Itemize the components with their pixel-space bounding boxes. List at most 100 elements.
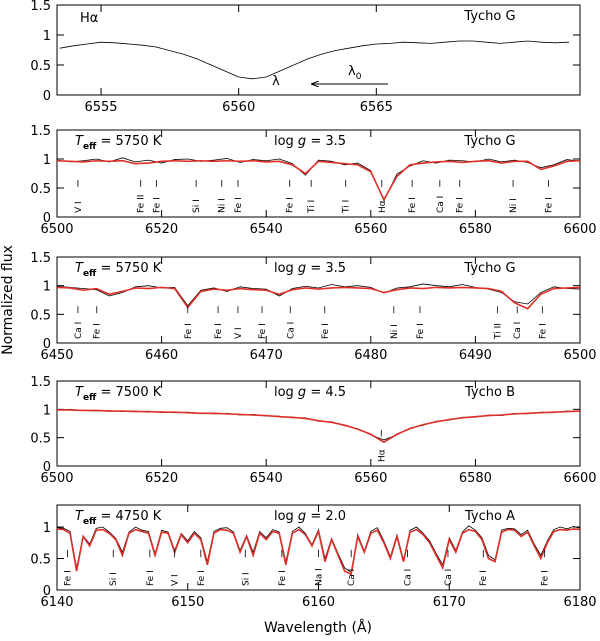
y-tick-label: 1 (43, 403, 51, 418)
annotation: Teff = 4750 K (75, 509, 162, 527)
x-tick-label: 6540 (250, 471, 283, 486)
line-id: Ca I (403, 569, 413, 586)
annotation-part: log (274, 261, 298, 276)
x-tick-label: 6500 (40, 222, 73, 237)
annotation-part: log (274, 385, 298, 400)
line-id: Fe I (146, 570, 156, 586)
line-id: Ca I (347, 569, 357, 586)
annotation-part: = 4750 K (96, 509, 161, 524)
x-tick-label: 6560 (222, 100, 255, 115)
star-name: Tycho G (463, 134, 515, 149)
y-axis-title: Normalized flux (0, 245, 16, 355)
y-tick-label: 1.5 (30, 251, 51, 266)
x-tick-label: 6180 (563, 595, 596, 610)
line-id: Ti I (342, 200, 352, 214)
line-id: Hα (378, 200, 388, 213)
line-id: Fe I (479, 570, 489, 586)
x-tick-label: 6560 (354, 471, 387, 486)
annotation-part: g (298, 385, 306, 400)
line-id: Ti II (493, 323, 503, 340)
line-id: Fe I (416, 323, 426, 339)
line-id: Hα (377, 449, 387, 462)
x-tick-label: 6555 (84, 100, 117, 115)
annotation: Teff = 5750 K (75, 261, 162, 279)
annotation-part: g (298, 261, 306, 276)
annotation-part: T (75, 385, 84, 400)
y-tick-label: 0.5 (30, 553, 51, 568)
x-tick-label: 6500 (563, 348, 596, 363)
y-tick-label: 0.5 (30, 59, 51, 74)
line-id: Fe I (321, 323, 331, 339)
y-tick-label: 1.5 (30, 375, 51, 390)
x-tick-label: 6600 (563, 471, 596, 486)
plot-frame (56, 380, 581, 467)
annotation: log g = 3.5 (274, 261, 346, 276)
annotation-part: eff (83, 517, 97, 527)
y-tick-label: 0 (43, 337, 51, 352)
line-id: Fe I (152, 197, 162, 213)
line-id: Fe I (93, 323, 103, 339)
line-id: Fe I (214, 323, 224, 339)
x-tick-label: 6480 (354, 348, 387, 363)
y-tick-label: 0 (43, 584, 51, 599)
y-tick-label: 1.5 (30, 124, 51, 139)
y-tick-label: 0 (43, 460, 51, 475)
x-tick-label: 6520 (145, 222, 178, 237)
line-id: V I (171, 574, 181, 586)
model-spectrum (56, 286, 581, 310)
line-id: Ti I (307, 200, 317, 214)
x-tick-label: 6470 (250, 348, 283, 363)
line-id: Ca I (74, 322, 84, 339)
annotation-part: g (298, 509, 306, 524)
plot-frame (56, 256, 581, 344)
x-tick-label: 6560 (354, 222, 387, 237)
annotation-part: T (75, 134, 84, 149)
annotation-part: T (75, 509, 84, 524)
annotation-part: eff (83, 269, 97, 279)
x-tick-label: 6450 (40, 348, 73, 363)
annotation: log g = 4.5 (274, 385, 346, 400)
observed-spectrum (56, 408, 581, 441)
line-id: Fe I (408, 197, 418, 213)
line-id: V I (74, 201, 84, 213)
line-name: Hα (80, 11, 98, 26)
annotation: λ0 (348, 64, 362, 82)
line-id: Si I (241, 572, 251, 586)
x-tick-label: 6580 (459, 471, 492, 486)
x-tick-label: 6600 (563, 222, 596, 237)
line-id: Si I (192, 199, 202, 213)
annotation-part: = 3.5 (306, 134, 346, 149)
annotation: Teff = 7500 K (75, 385, 162, 403)
annotation-part: 0 (356, 72, 362, 82)
x-tick-label: 6520 (145, 471, 178, 486)
annotation-part: T (75, 261, 84, 276)
line-id: Fe I (278, 570, 288, 586)
x-tick-label: 6540 (250, 222, 283, 237)
x-tick-label: 6490 (459, 348, 492, 363)
star-name: Tycho G (463, 9, 515, 24)
annotation-part: log (274, 134, 298, 149)
annotation-part: = 2.0 (306, 509, 346, 524)
x-tick-label: 6565 (360, 100, 393, 115)
line-id: V I (234, 327, 244, 339)
line-id: Ca I (436, 196, 446, 213)
annotation-part: eff (83, 393, 97, 403)
star-name: Tycho G (463, 261, 515, 276)
line-id: Fe I (545, 197, 555, 213)
x-tick-label: 6460 (145, 348, 178, 363)
y-tick-label: 1 (43, 153, 51, 168)
y-tick-label: 1 (43, 280, 51, 295)
y-tick-label: 1 (43, 29, 51, 44)
line-id: Ca I (444, 569, 454, 586)
x-tick-label: 6160 (302, 595, 335, 610)
model-spectrum (56, 159, 581, 202)
x-tick-label: 6500 (40, 471, 73, 486)
observed-spectrum (59, 40, 570, 80)
x-tick-label: 6150 (171, 595, 204, 610)
annotation-part: = 4.5 (306, 385, 346, 400)
line-id: Fe I (456, 197, 466, 213)
annotation: log g = 3.5 (274, 134, 346, 149)
x-tick-label: 6580 (459, 222, 492, 237)
model-spectrum (57, 409, 581, 444)
